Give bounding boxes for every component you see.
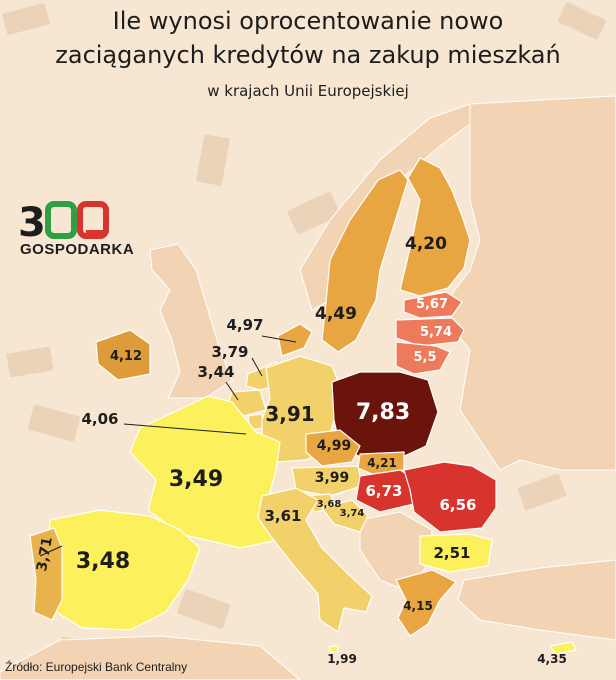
country-italy	[257, 487, 373, 633]
logo-zero-red	[77, 201, 109, 239]
value-denmark: 4,97	[226, 316, 263, 334]
value-germany: 3,91	[265, 402, 314, 426]
logo-zero-green	[45, 201, 77, 239]
country-cyprus	[548, 641, 577, 655]
country-latvia	[395, 317, 465, 347]
value-bulgaria: 2,51	[433, 544, 470, 562]
value-slovenia: 3,68	[317, 499, 342, 510]
country-greece	[395, 569, 457, 637]
country-malta	[329, 645, 339, 653]
chart-title-line2: zaciąganych kredytów na zakup mieszkań	[55, 41, 561, 69]
value-austria: 3,99	[315, 470, 350, 486]
leader-lines	[39, 335, 297, 557]
country-croatia	[320, 499, 369, 533]
value-greece: 4,15	[403, 599, 433, 613]
source-note: Źródło: Europejski Bank Centralny	[5, 660, 188, 674]
country-ireland	[95, 329, 151, 381]
country-sweden	[321, 169, 409, 353]
country-romania	[403, 461, 497, 533]
value-estonia: 5,67	[416, 297, 448, 312]
country-austria	[291, 465, 363, 497]
logo-digit-3: 3	[18, 200, 46, 246]
logo-300: 3	[18, 200, 109, 246]
country-denmark	[277, 323, 313, 357]
chart-title-line1: Ile wynosi oprocentowanie nowo	[112, 7, 504, 35]
value-labels: 4,20 4,49 5,67 5,74 5,5 4,97 4,12 3,79 3…	[34, 234, 567, 666]
value-luxembourg: 4,06	[81, 410, 118, 428]
value-sweden: 4,49	[315, 304, 357, 324]
country-lithuania	[395, 341, 451, 375]
value-latvia: 5,74	[420, 325, 452, 340]
chart-subtitle: w krajach Unii Europejskiej	[207, 82, 409, 100]
country-estonia	[403, 291, 463, 319]
value-cyprus: 4,35	[537, 652, 567, 666]
eu-countries	[29, 157, 577, 655]
value-belgium: 3,44	[197, 363, 234, 381]
country-finland	[399, 157, 471, 297]
value-italy: 3,61	[264, 507, 301, 525]
value-romania: 6,56	[439, 496, 476, 514]
value-malta: 1,99	[327, 652, 357, 666]
value-croatia: 3,74	[340, 508, 365, 519]
value-lithuania: 5,5	[413, 350, 436, 365]
value-finland: 4,20	[405, 234, 447, 254]
country-bulgaria	[419, 533, 493, 573]
value-poland: 7,83	[356, 400, 410, 425]
country-czechia	[305, 429, 361, 467]
value-france: 3,49	[169, 467, 223, 492]
value-netherlands: 3,79	[211, 343, 248, 361]
value-portugal: 3,71	[34, 536, 56, 573]
value-ireland: 4,12	[110, 349, 142, 364]
country-portugal	[29, 527, 63, 621]
value-hungary: 6,73	[365, 482, 402, 500]
logo-text: GOSPODARKA	[20, 241, 135, 258]
value-czechia: 4,99	[317, 438, 352, 454]
value-slovakia: 4,21	[367, 456, 397, 470]
value-spain: 3,48	[76, 549, 130, 574]
